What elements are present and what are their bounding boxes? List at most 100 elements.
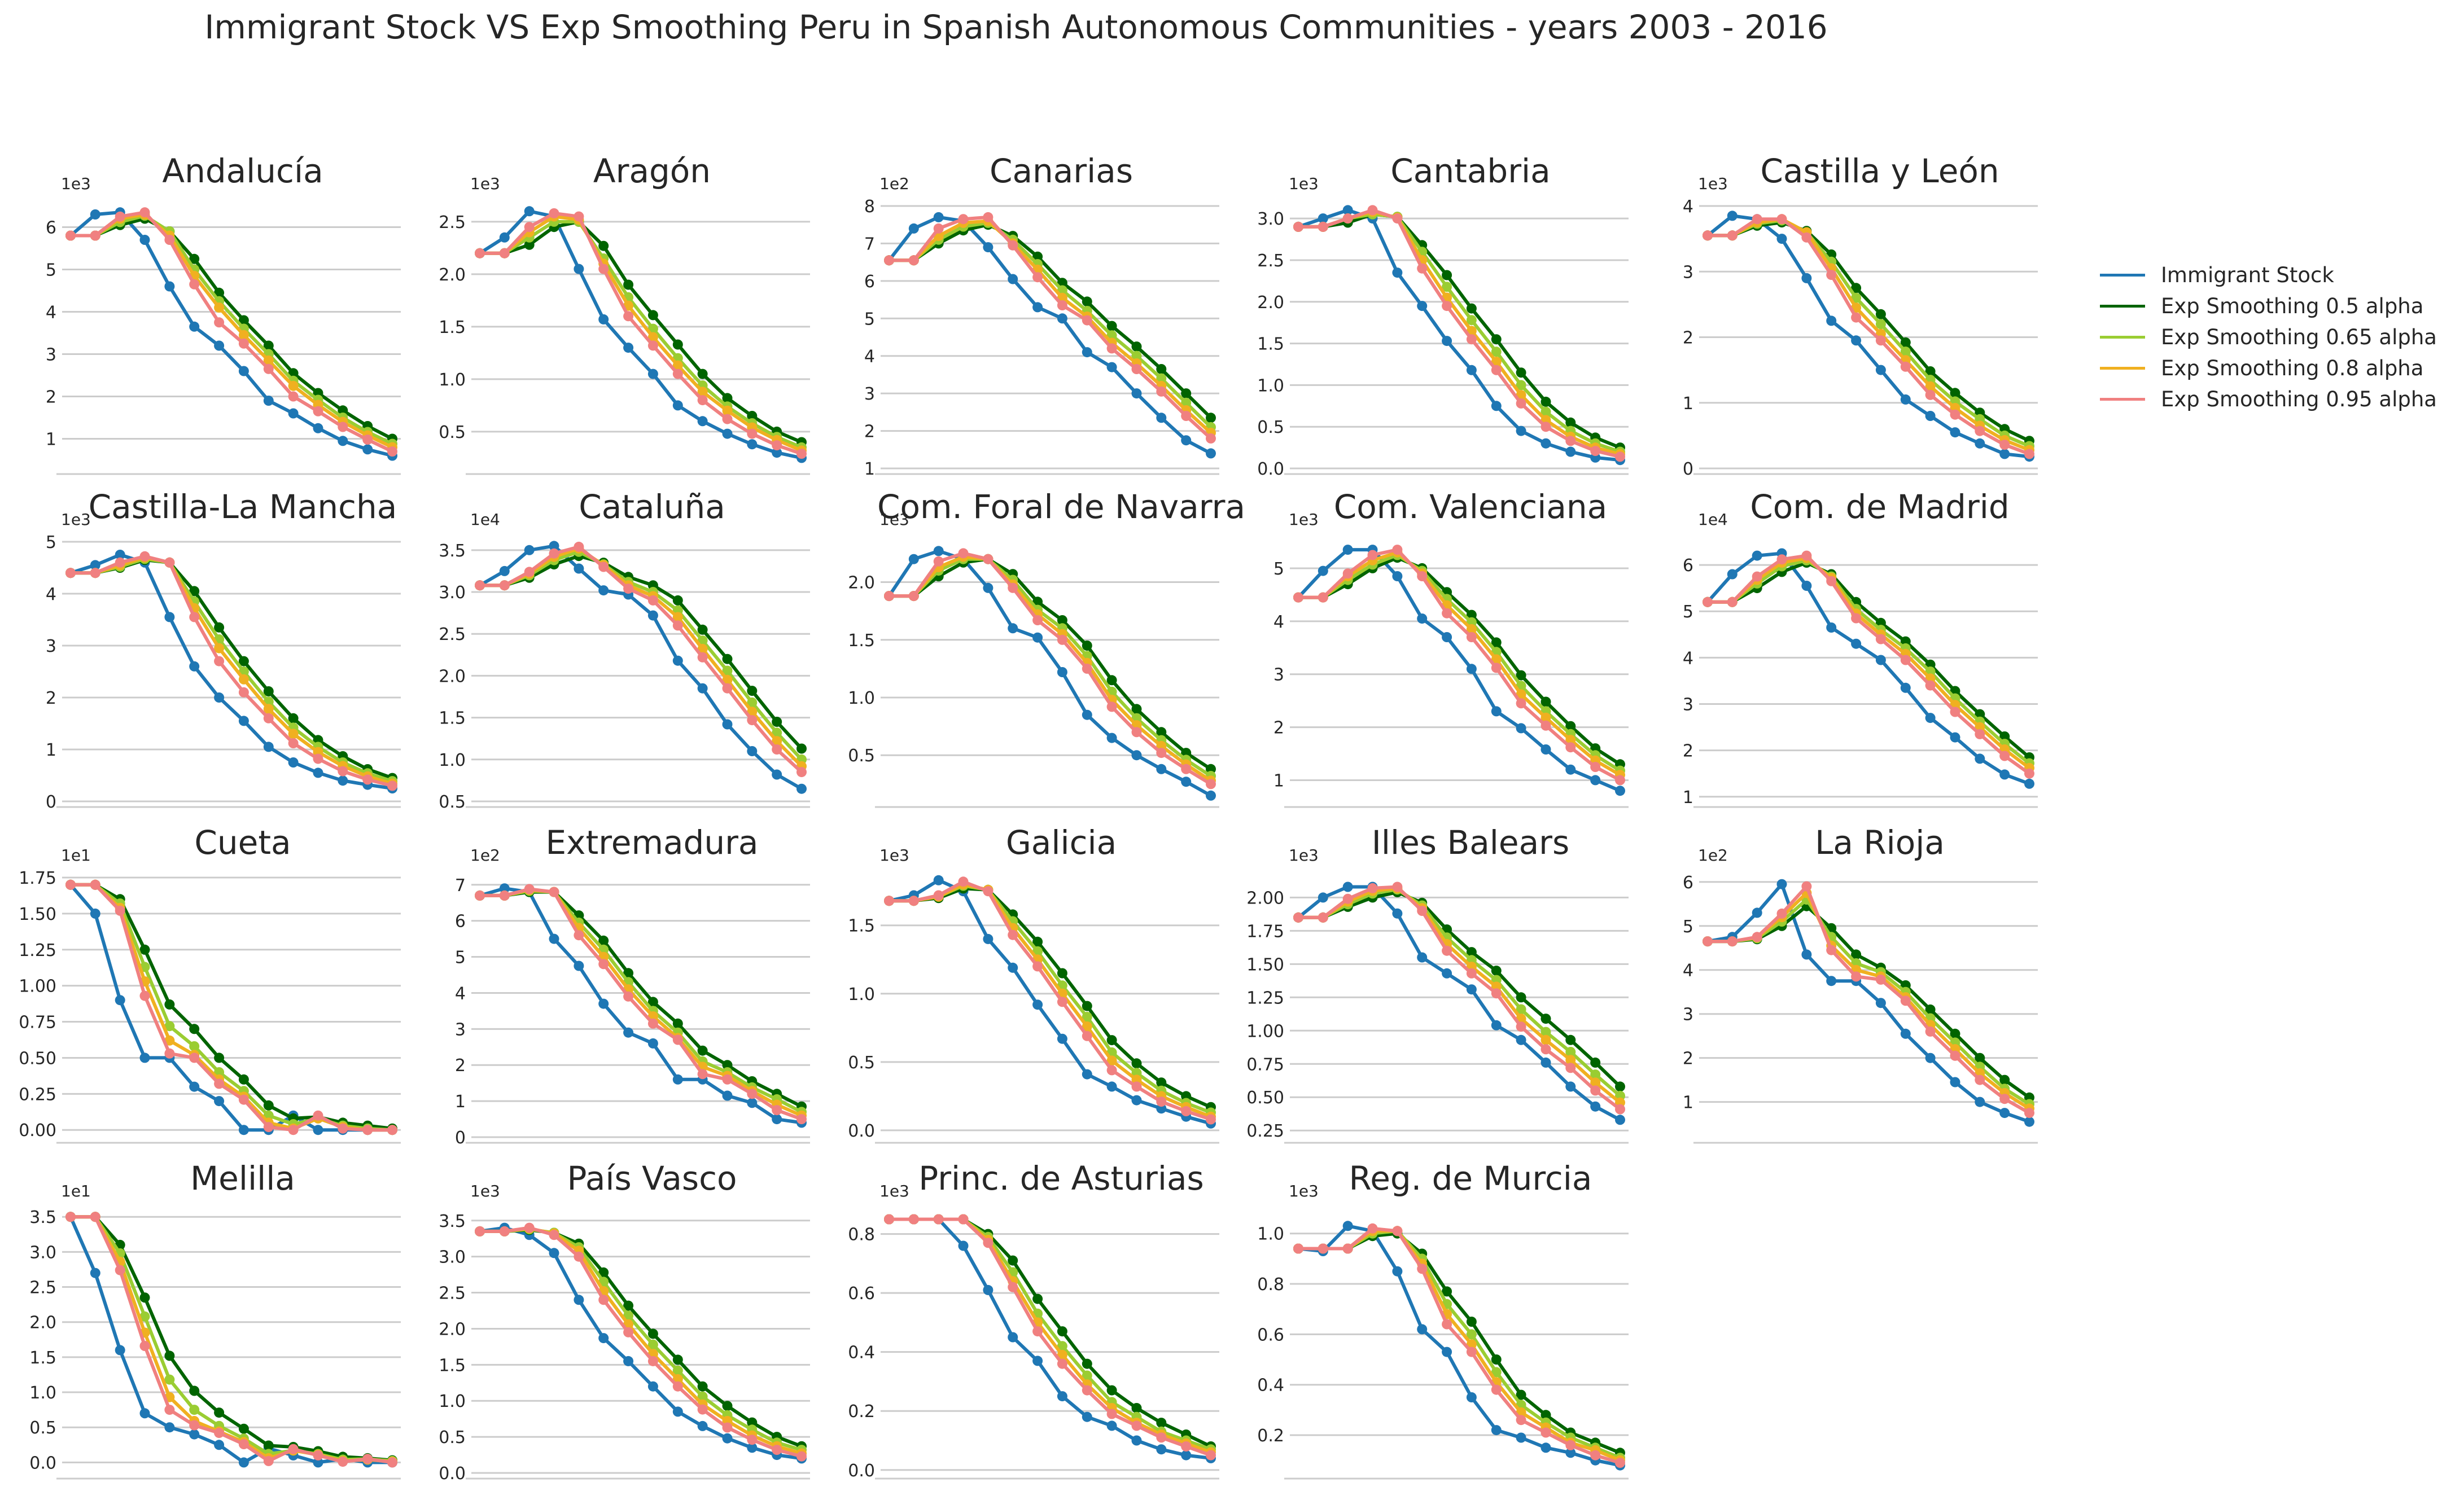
data-point: [115, 905, 125, 916]
data-point: [164, 1422, 175, 1433]
data-point: [958, 1240, 969, 1251]
data-point: [574, 541, 584, 552]
legend-item: Exp Smoothing 0.5 alpha: [2100, 291, 2437, 322]
data-point: [115, 211, 125, 222]
data-point: [1491, 334, 1502, 345]
y-tick-label: 1: [1273, 771, 1284, 791]
data-point: [1516, 992, 1526, 1003]
data-point: [1181, 748, 1192, 758]
data-point: [1417, 263, 1428, 274]
y-tick-label: 6: [864, 272, 875, 292]
data-point: [772, 769, 782, 780]
data-point: [90, 908, 100, 919]
data-point: [1851, 292, 1862, 303]
data-point: [796, 783, 807, 794]
data-point: [647, 1381, 658, 1392]
data-point: [598, 240, 609, 251]
y-tick-label: 0: [1683, 459, 1693, 479]
y-tick-label: 0.75: [19, 1013, 56, 1033]
series-line: [889, 1217, 1212, 1448]
data-point: [338, 422, 348, 432]
data-point: [1925, 1004, 1936, 1015]
data-point: [647, 1328, 658, 1339]
data-point: [1442, 608, 1452, 619]
series-line: [1708, 884, 2030, 1115]
data-point: [1131, 388, 1142, 399]
data-point: [672, 1034, 683, 1045]
data-point: [1950, 427, 1960, 438]
data-point: [1565, 1440, 1576, 1450]
data-point: [189, 321, 200, 332]
data-point: [1082, 1011, 1092, 1022]
data-point: [1752, 932, 1762, 942]
data-point: [90, 230, 100, 241]
data-point: [1875, 309, 1886, 319]
data-point: [1727, 211, 1738, 221]
y-tick-label: 1: [46, 740, 56, 760]
data-point: [1491, 365, 1502, 375]
data-point: [1032, 1326, 1043, 1337]
data-point: [1008, 623, 1018, 634]
y-tick-label: 1.00: [19, 977, 56, 997]
data-point: [164, 281, 175, 292]
data-point: [623, 584, 634, 594]
data-point: [983, 1238, 994, 1248]
data-point: [1293, 1243, 1303, 1254]
subplot-title: Illes Balears: [1372, 823, 1569, 862]
data-point: [1466, 664, 1477, 674]
data-point: [263, 686, 274, 696]
data-point: [1615, 1081, 1625, 1092]
data-point: [1156, 1432, 1167, 1443]
data-point: [214, 340, 225, 351]
data-point: [1206, 413, 1216, 423]
data-point: [524, 1222, 535, 1233]
series-line: [889, 887, 1212, 1109]
data-point: [214, 1078, 225, 1089]
legend-label: Exp Smoothing 0.8 alpha: [2161, 356, 2424, 380]
data-point: [933, 1214, 944, 1225]
axis-exponent: 1e3: [470, 1182, 500, 1200]
data-point: [1293, 592, 1303, 603]
y-tick-label: 1: [1683, 394, 1693, 414]
data-point: [1491, 401, 1502, 411]
data-point: [623, 279, 634, 290]
legend-item: Exp Smoothing 0.65 alpha: [2100, 322, 2437, 353]
data-point: [1417, 1324, 1428, 1335]
data-point: [238, 1074, 249, 1085]
data-point: [1181, 1441, 1192, 1451]
data-point: [747, 411, 758, 421]
y-tick-label: 5: [1683, 917, 1693, 937]
data-point: [983, 554, 994, 564]
data-point: [238, 656, 249, 666]
data-point: [1999, 1108, 2010, 1119]
data-point: [1057, 1391, 1067, 1402]
series-line: [71, 557, 393, 783]
y-tick-label: 6: [455, 912, 466, 932]
data-point: [722, 1090, 733, 1101]
data-point: [189, 1081, 200, 1092]
subplot: 0 1 2 3 4 1e3 Castilla y León: [1683, 152, 2038, 479]
y-tick-label: 3: [455, 1020, 466, 1040]
data-point: [1057, 1349, 1067, 1360]
data-point: [1442, 632, 1452, 642]
data-point: [387, 780, 397, 791]
data-point: [164, 1035, 175, 1046]
data-point: [139, 1311, 150, 1322]
data-point: [623, 1356, 634, 1366]
data-point: [238, 1094, 249, 1105]
data-point: [1900, 682, 1911, 693]
axis-exponent: 1e3: [879, 846, 909, 865]
data-point: [933, 890, 944, 901]
data-point: [1082, 1030, 1092, 1041]
data-point: [263, 396, 274, 406]
data-point: [1801, 273, 1812, 283]
subplot-title: Andalucía: [162, 152, 323, 190]
series-line: [480, 220, 803, 444]
series-line: [480, 545, 803, 774]
data-point: [1875, 319, 1886, 330]
y-tick-label: 0.5: [848, 1053, 875, 1073]
data-point: [623, 1300, 634, 1311]
data-point: [908, 255, 919, 266]
data-point: [598, 562, 609, 572]
